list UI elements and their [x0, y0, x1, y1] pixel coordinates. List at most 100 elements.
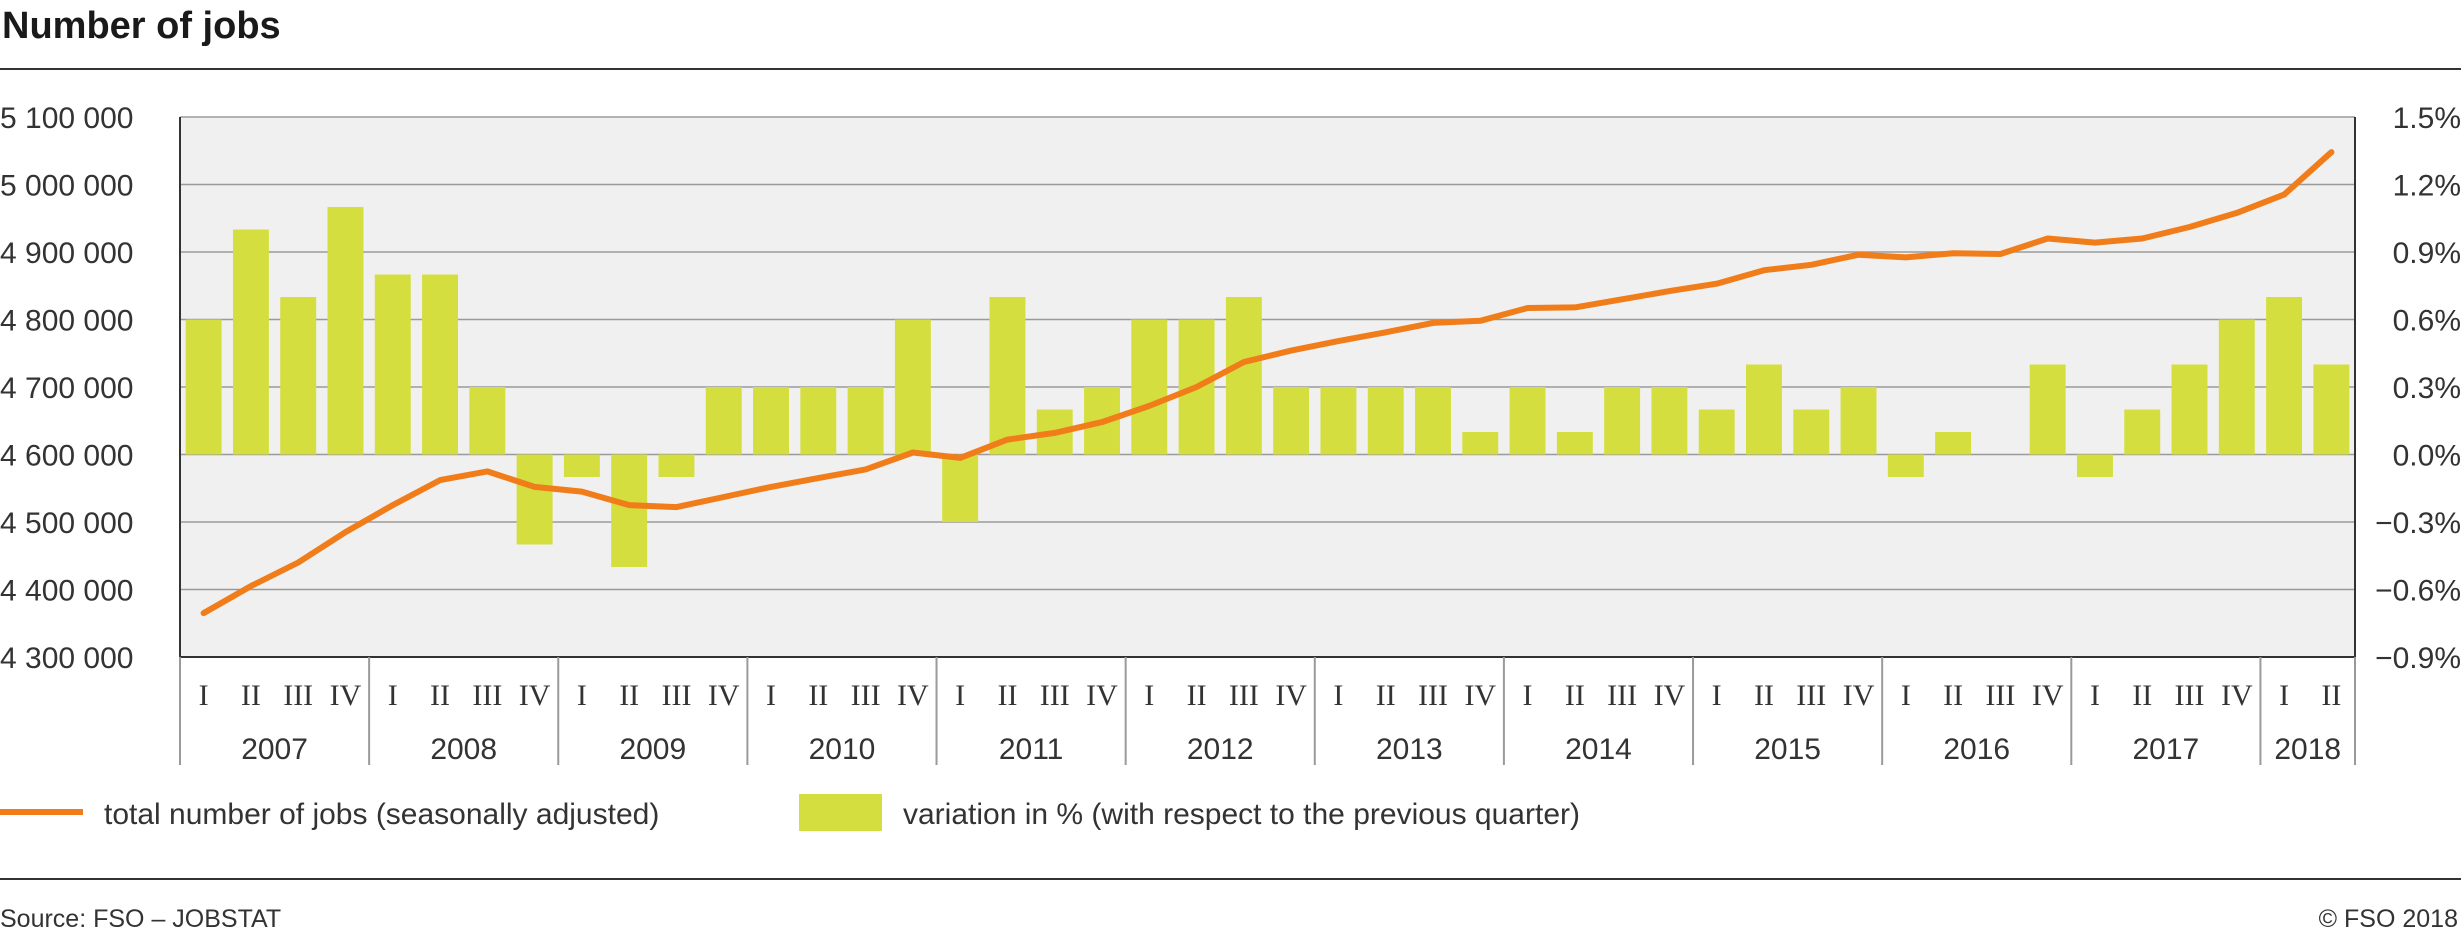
quarter-label: II: [241, 679, 261, 712]
bar: [327, 207, 364, 455]
bar: [1698, 409, 1735, 455]
quarter-label: I: [1712, 679, 1722, 712]
left-tick-label: 5 100 000: [0, 102, 133, 135]
bar: [469, 387, 506, 455]
bar: [516, 454, 553, 545]
bar: [2313, 364, 2350, 455]
year-label: 2014: [1565, 733, 1632, 766]
bar: [1462, 432, 1499, 455]
quarter-label: III: [283, 679, 313, 712]
quarter-label: II: [1754, 679, 1774, 712]
quarter-label: I: [2279, 679, 2289, 712]
year-label: 2010: [809, 733, 876, 766]
bar: [894, 319, 931, 455]
bar: [1793, 409, 1830, 455]
left-tick-label: 5 000 000: [0, 170, 133, 203]
copyright-note: © FSO 2018: [2319, 905, 2458, 933]
quarter-label: II: [1376, 679, 1396, 712]
bar: [1509, 387, 1546, 455]
quarter-label: I: [577, 679, 587, 712]
left-tick-label: 4 800 000: [0, 305, 133, 338]
quarter-label: III: [1040, 679, 1070, 712]
bar: [2029, 364, 2066, 455]
left-tick-label: 4 300 000: [0, 642, 133, 675]
year-label: 2013: [1376, 733, 1443, 766]
quarter-label: IV: [708, 679, 740, 712]
quarter-label: IV: [2221, 679, 2253, 712]
bar: [847, 387, 884, 455]
bar: [942, 454, 979, 522]
bar: [374, 274, 411, 455]
bar: [800, 387, 837, 455]
quarter-label: III: [1985, 679, 2015, 712]
left-tick-label: 4 600 000: [0, 440, 133, 473]
right-axis-ticks: −0.9% −0.6% −0.3% 0.0% 0.3% 0.6% 0.9% 1.2% 1.5%: [2375, 102, 2461, 675]
right-tick-label: 1.5%: [2393, 102, 2461, 135]
bar: [185, 319, 222, 455]
quarter-label: III: [851, 679, 881, 712]
bar: [753, 387, 789, 455]
bar: [989, 297, 1026, 455]
right-tick-label: −0.6%: [2375, 575, 2461, 608]
bar: [1604, 387, 1641, 455]
bar: [2171, 364, 2208, 455]
year-label: 2009: [619, 733, 686, 766]
bar: [1131, 319, 1168, 455]
quarter-label: IV: [1464, 679, 1496, 712]
quarter-label: I: [955, 679, 965, 712]
year-label: 2011: [999, 733, 1064, 766]
quarter-label: II: [997, 679, 1017, 712]
bar: [563, 454, 600, 477]
right-tick-label: −0.3%: [2375, 507, 2461, 540]
quarter-label: IV: [1086, 679, 1118, 712]
quarter-label: III: [1796, 679, 1826, 712]
bar: [1746, 364, 1782, 455]
quarter-label: I: [2090, 679, 2100, 712]
legend-bar-swatch: [799, 794, 882, 831]
quarter-label: I: [199, 679, 209, 712]
quarter-label: I: [1523, 679, 1533, 712]
bar: [1273, 387, 1310, 455]
year-label: 2016: [1943, 733, 2010, 766]
bar: [658, 454, 695, 477]
bar: [1887, 454, 1924, 477]
bar: [1840, 387, 1877, 455]
quarter-label: II: [2321, 679, 2341, 712]
x-axis: I II III IV I II III IV I II III IV I II III IV I II III IV…: [179, 117, 2356, 766]
quarter-label: III: [1418, 679, 1448, 712]
right-tick-label: 0.9%: [2393, 237, 2461, 270]
quarter-label: II: [430, 679, 450, 712]
bar: [1320, 387, 1357, 455]
quarter-label: III: [2175, 679, 2205, 712]
quarter-label: IV: [1275, 679, 1307, 712]
bar: [611, 454, 648, 567]
right-tick-label: −0.9%: [2375, 642, 2461, 675]
right-tick-label: 0.6%: [2393, 305, 2461, 338]
bar: [2266, 297, 2303, 455]
bar: [1556, 432, 1593, 455]
quarter-label: I: [1144, 679, 1154, 712]
quarter-label: II: [808, 679, 828, 712]
quarter-label: I: [388, 679, 398, 712]
quarter-label: I: [1901, 679, 1911, 712]
year-label: 2012: [1187, 733, 1254, 766]
right-tick-label: 1.2%: [2393, 170, 2461, 203]
quarter-label: IV: [2032, 679, 2064, 712]
quarter-label: II: [1187, 679, 1207, 712]
bar: [1415, 387, 1451, 455]
bar: [232, 229, 269, 455]
left-tick-label: 4 900 000: [0, 237, 133, 270]
year-label: 2015: [1754, 733, 1821, 766]
right-tick-label: 0.3%: [2393, 372, 2461, 405]
bar: [2076, 454, 2113, 477]
quarter-label: I: [766, 679, 776, 712]
quarter-label: II: [1943, 679, 1963, 712]
right-tick-label: 0.0%: [2393, 440, 2461, 473]
year-label: 2018: [2274, 733, 2341, 766]
legend-line-label: total number of jobs (seasonally adjuste…: [104, 798, 659, 831]
source-note: Source: FSO – JOBSTAT: [0, 905, 281, 933]
bar: [1225, 297, 1262, 455]
quarter-label: IV: [330, 679, 362, 712]
bar: [2218, 319, 2255, 455]
